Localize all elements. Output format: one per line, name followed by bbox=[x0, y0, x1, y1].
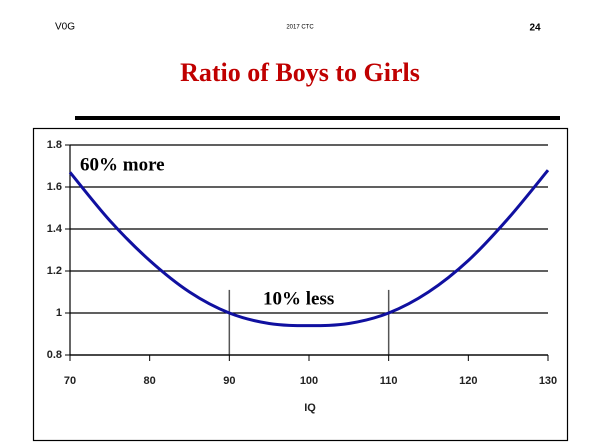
y-tick-label: 1.4 bbox=[47, 223, 63, 235]
title-rule bbox=[75, 116, 560, 120]
x-axis-label: IQ bbox=[304, 402, 316, 414]
x-tick-label: 100 bbox=[300, 375, 318, 387]
annotation: 60% more bbox=[80, 154, 165, 175]
x-tick-label: 90 bbox=[223, 375, 235, 387]
x-tick-label: 130 bbox=[539, 375, 557, 387]
y-tick-label: 1 bbox=[56, 307, 62, 319]
header-center: 2017 CTC bbox=[286, 25, 314, 31]
x-tick-label: 80 bbox=[144, 375, 156, 387]
y-tick-label: 1.8 bbox=[47, 139, 62, 151]
x-tick-label: 120 bbox=[459, 375, 477, 387]
header-left: V0G bbox=[55, 22, 75, 33]
chart-title: Ratio of Boys to Girls bbox=[180, 58, 420, 87]
x-tick-label: 110 bbox=[380, 375, 398, 387]
chart-frame bbox=[32, 127, 569, 442]
page-number: 24 bbox=[529, 23, 541, 34]
y-tick-label: 0.8 bbox=[47, 349, 62, 361]
y-tick-label: 1.6 bbox=[47, 181, 62, 193]
data-line bbox=[68, 169, 550, 328]
annotation: 10% less bbox=[263, 288, 334, 309]
x-tick-label: 70 bbox=[64, 375, 76, 387]
y-tick-label: 1.2 bbox=[47, 265, 62, 277]
